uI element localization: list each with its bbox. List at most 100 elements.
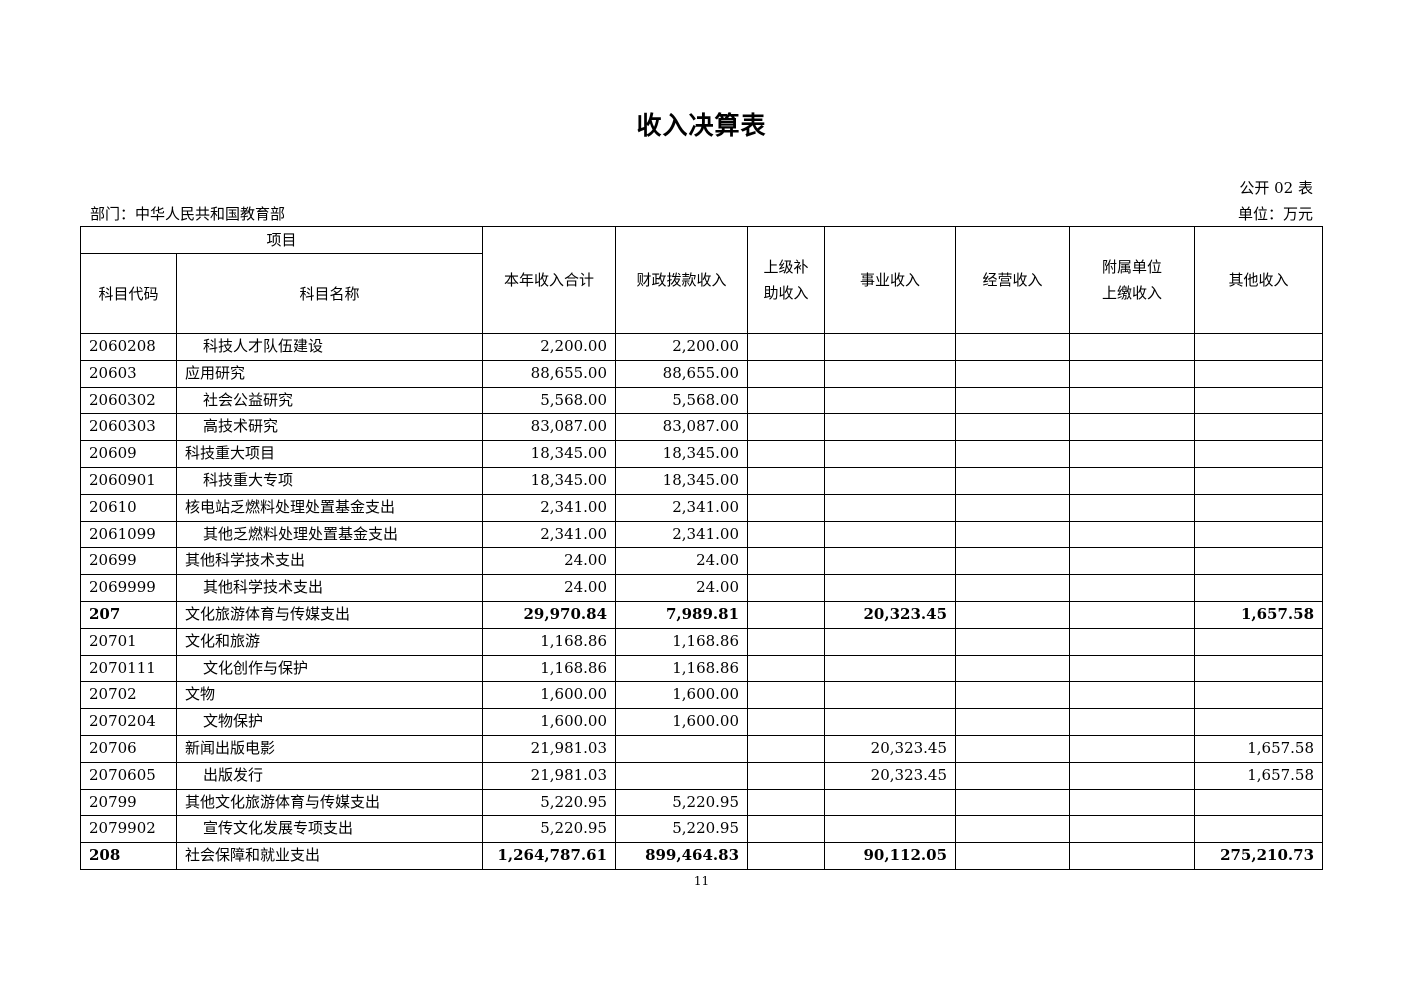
cell-affiliated bbox=[1069, 815, 1196, 844]
cell-name: 核电站乏燃料处理处置基金支出 bbox=[175, 493, 484, 522]
cell-operating bbox=[955, 440, 1071, 468]
table-row: 2070204 文物保护 1,600.00 1,600.00 bbox=[80, 708, 1324, 736]
cell-affiliated bbox=[1069, 681, 1196, 710]
cell-upper-subsidy bbox=[747, 815, 826, 844]
table-row: 20603 应用研究 88,655.00 88,655.00 bbox=[80, 359, 1324, 388]
cell-business bbox=[824, 440, 957, 468]
cell-total: 2,341.00 bbox=[482, 520, 617, 549]
cell-operating bbox=[955, 413, 1071, 442]
cell-business bbox=[824, 788, 957, 817]
cell-total: 29,970.84 bbox=[482, 600, 617, 629]
cell-operating bbox=[955, 654, 1071, 683]
cell-fiscal: 7,989.81 bbox=[615, 600, 749, 629]
cell-upper-subsidy bbox=[747, 734, 826, 763]
cell-name: 宣传文化发展专项支出 bbox=[175, 815, 484, 844]
table-row: 20610 核电站乏燃料处理处置基金支出 2,341.00 2,341.00 bbox=[80, 493, 1324, 522]
cell-code: 20799 bbox=[80, 788, 177, 817]
cell-name: 文化和旅游 bbox=[175, 627, 484, 656]
cell-name: 其他科学技术支出 bbox=[175, 574, 484, 602]
cell-name: 应用研究 bbox=[175, 359, 484, 388]
cell-code: 2070605 bbox=[80, 761, 177, 790]
table-row: 2061099 其他乏燃料处理处置基金支出 2,341.00 2,341.00 bbox=[80, 520, 1324, 549]
cell-total: 88,655.00 bbox=[482, 359, 617, 388]
table-row: 20702 文物 1,600.00 1,600.00 bbox=[80, 681, 1324, 710]
cell-code: 2060302 bbox=[80, 386, 177, 415]
cell-business bbox=[824, 547, 957, 576]
cell-fiscal bbox=[615, 734, 749, 763]
cell-operating bbox=[955, 574, 1071, 602]
cell-upper-subsidy bbox=[747, 547, 826, 576]
cell-name: 新闻出版电影 bbox=[175, 734, 484, 763]
cell-business bbox=[824, 359, 957, 388]
table-row: 20699 其他科学技术支出 24.00 24.00 bbox=[80, 547, 1324, 576]
cell-business: 20,323.45 bbox=[824, 761, 957, 790]
cell-fiscal: 24.00 bbox=[615, 574, 749, 602]
cell-total: 2,200.00 bbox=[482, 333, 617, 361]
cell-upper-subsidy bbox=[747, 333, 826, 361]
cell-other bbox=[1194, 466, 1324, 495]
cell-other: 1,657.58 bbox=[1194, 600, 1324, 629]
cell-name: 高技术研究 bbox=[175, 413, 484, 442]
cell-fiscal: 2,200.00 bbox=[615, 333, 749, 361]
table-row: 20701 文化和旅游 1,168.86 1,168.86 bbox=[80, 627, 1324, 656]
cell-name: 其他乏燃料处理处置基金支出 bbox=[175, 520, 484, 549]
cell-name: 社会公益研究 bbox=[175, 386, 484, 415]
cell-code: 2061099 bbox=[80, 520, 177, 549]
table-row: 2070605 出版发行 21,981.03 20,323.45 1,657.58 bbox=[80, 761, 1324, 790]
table-row: 2070111 文化创作与保护 1,168.86 1,168.86 bbox=[80, 654, 1324, 683]
cell-code: 20701 bbox=[80, 627, 177, 656]
cell-affiliated bbox=[1069, 359, 1196, 388]
cell-business bbox=[824, 386, 957, 415]
cell-upper-subsidy bbox=[747, 681, 826, 710]
cell-business: 20,323.45 bbox=[824, 600, 957, 629]
cell-code: 2079902 bbox=[80, 815, 177, 844]
header-fiscal: 财政拨款收入 bbox=[615, 226, 749, 334]
cell-name: 科技重大项目 bbox=[175, 440, 484, 468]
cell-total: 18,345.00 bbox=[482, 466, 617, 495]
cell-business bbox=[824, 466, 957, 495]
cell-operating bbox=[955, 815, 1071, 844]
cell-upper-subsidy bbox=[747, 520, 826, 549]
cell-upper-subsidy bbox=[747, 413, 826, 442]
cell-affiliated bbox=[1069, 788, 1196, 817]
cell-upper-subsidy bbox=[747, 493, 826, 522]
cell-business: 20,323.45 bbox=[824, 734, 957, 763]
cell-affiliated bbox=[1069, 761, 1196, 790]
cell-fiscal: 1,168.86 bbox=[615, 627, 749, 656]
department-label: 部门：中华人民共和国教育部 bbox=[90, 205, 286, 223]
cell-code: 2070111 bbox=[80, 654, 177, 683]
cell-total: 1,600.00 bbox=[482, 708, 617, 736]
cell-name: 文化旅游体育与传媒支出 bbox=[175, 600, 484, 629]
cell-affiliated bbox=[1069, 413, 1196, 442]
header-affiliated: 附属单位上缴收入 bbox=[1069, 226, 1196, 334]
cell-fiscal: 1,168.86 bbox=[615, 654, 749, 683]
cell-operating bbox=[955, 842, 1071, 870]
unit-label: 单位：万元 bbox=[1237, 205, 1313, 223]
cell-business bbox=[824, 708, 957, 736]
cell-affiliated bbox=[1069, 440, 1196, 468]
cell-fiscal: 5,220.95 bbox=[615, 815, 749, 844]
cell-upper-subsidy bbox=[747, 440, 826, 468]
table-row: 208 社会保障和就业支出 1,264,787.61 899,464.83 90,112… bbox=[80, 842, 1324, 870]
cell-other bbox=[1194, 386, 1324, 415]
cell-operating bbox=[955, 681, 1071, 710]
cell-affiliated bbox=[1069, 386, 1196, 415]
cell-upper-subsidy bbox=[747, 466, 826, 495]
cell-fiscal bbox=[615, 761, 749, 790]
table-row: 2079902 宣传文化发展专项支出 5,220.95 5,220.95 bbox=[80, 815, 1324, 844]
cell-upper-subsidy bbox=[747, 788, 826, 817]
cell-other bbox=[1194, 627, 1324, 656]
cell-upper-subsidy bbox=[747, 654, 826, 683]
cell-affiliated bbox=[1069, 574, 1196, 602]
header-upper-subsidy: 上级补助收入 bbox=[747, 226, 826, 334]
cell-affiliated bbox=[1069, 466, 1196, 495]
cell-fiscal: 88,655.00 bbox=[615, 359, 749, 388]
cell-affiliated bbox=[1069, 734, 1196, 763]
cell-affiliated bbox=[1069, 333, 1196, 361]
cell-code: 2060208 bbox=[80, 333, 177, 361]
cell-operating bbox=[955, 359, 1071, 388]
cell-operating bbox=[955, 600, 1071, 629]
table-row: 2060208 科技人才队伍建设 2,200.00 2,200.00 bbox=[80, 333, 1324, 361]
cell-total: 24.00 bbox=[482, 547, 617, 576]
table-row: 207 文化旅游体育与传媒支出 29,970.84 7,989.81 20,323.45… bbox=[80, 600, 1324, 629]
